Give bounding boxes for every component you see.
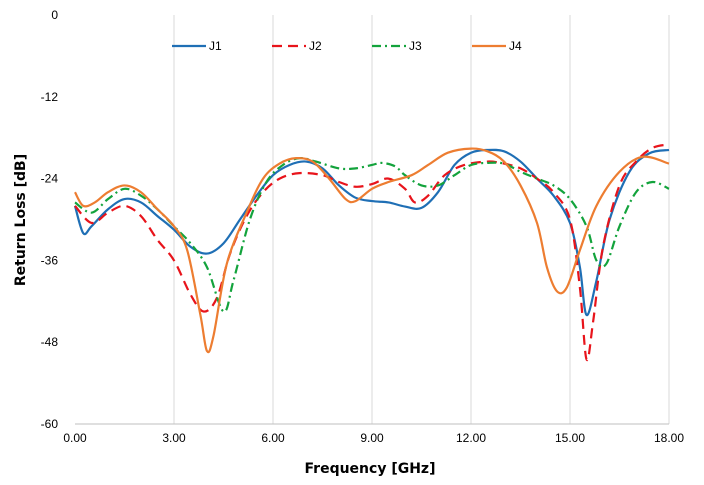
- series-line-j4: [74, 147, 670, 354]
- series-lines: [73, 143, 670, 362]
- x-tick-label: 0.00: [63, 431, 87, 445]
- y-tick-label: -24: [41, 172, 59, 186]
- x-tick-label: 6.00: [261, 431, 285, 445]
- legend-label-j3: J3: [409, 39, 422, 53]
- series-line-j2: [74, 143, 670, 362]
- y-axis-title: Return Loss [dB]: [13, 154, 29, 286]
- x-tick-label: 3.00: [162, 431, 186, 445]
- y-tick-labels: 0 -12 -24 -36 -48 -60: [41, 8, 59, 431]
- x-tick-label: 15.00: [555, 431, 585, 445]
- x-tick-label: 18.00: [654, 431, 684, 445]
- vertical-gridlines: [173, 15, 670, 424]
- x-axis-title: Frequency [GHz]: [305, 461, 436, 477]
- legend-label-j1: J1: [209, 39, 222, 53]
- x-tick-label: 9.00: [360, 431, 384, 445]
- y-tick-label: 0: [51, 8, 58, 22]
- series-line-j3: [74, 156, 670, 313]
- y-tick-label: -12: [41, 90, 59, 104]
- legend-label-j2: J2: [309, 39, 322, 53]
- x-tick-label: 12.00: [456, 431, 486, 445]
- legend-label-j4: J4: [509, 39, 522, 53]
- y-tick-label: -36: [41, 253, 59, 267]
- y-tick-label: -60: [41, 417, 59, 431]
- series-line-j1: [73, 148, 670, 317]
- y-tick-label: -48: [41, 335, 59, 349]
- x-tick-labels: 0.00 3.00 6.00 9.00 12.00 15.00 18.00: [63, 431, 684, 445]
- legend: J1 J2 J3 J4: [172, 39, 522, 53]
